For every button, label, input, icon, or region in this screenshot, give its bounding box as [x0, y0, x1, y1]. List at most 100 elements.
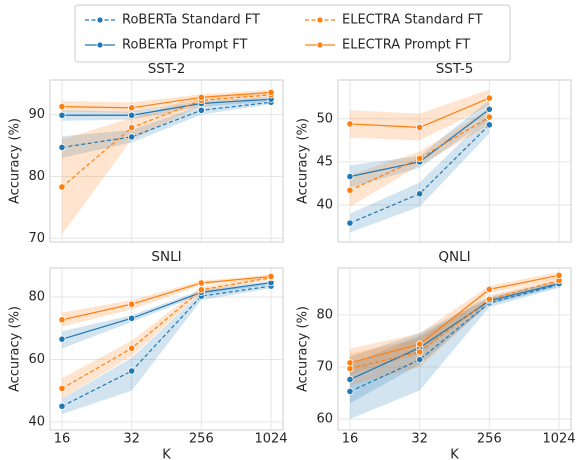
data-point — [416, 123, 424, 131]
data-point — [346, 387, 354, 396]
legend-marker — [96, 41, 104, 49]
y-tick-label: 40 — [28, 414, 45, 429]
series-line — [61, 277, 272, 390]
x-tick-label: 32 — [123, 432, 140, 447]
data-point — [128, 300, 136, 308]
y-axis-label: Accuracy (%) — [296, 306, 311, 392]
x-tick-label: 1024 — [254, 432, 287, 447]
data-point — [485, 121, 493, 129]
x-tick-label: 256 — [189, 432, 214, 447]
data-point — [416, 154, 424, 163]
y-tick-label: 45 — [316, 154, 333, 169]
data-point — [485, 113, 493, 121]
data-point — [485, 285, 493, 293]
x-tick-label: 32 — [411, 432, 428, 447]
data-point — [58, 402, 66, 410]
legend-label: RoBERTa Standard FT — [122, 13, 260, 28]
x-tick-label: 256 — [477, 432, 502, 447]
legend-marker — [316, 41, 324, 49]
data-point — [346, 186, 354, 194]
series-line — [61, 101, 272, 148]
legend-label: ELECTRA Standard FT — [342, 13, 483, 28]
data-point — [485, 295, 493, 303]
plot-frame — [337, 79, 572, 243]
data-point — [555, 271, 563, 279]
data-point — [346, 120, 354, 128]
data-point — [58, 316, 66, 324]
legend-box — [74, 4, 511, 63]
data-point — [346, 375, 354, 384]
data-point — [58, 335, 66, 343]
y-axis-label: Accuracy (%) — [8, 306, 23, 392]
data-point — [58, 183, 66, 191]
data-point — [128, 104, 136, 112]
legend-label: ELECTRA Prompt FT — [342, 38, 470, 53]
data-point — [128, 344, 136, 352]
data-point — [416, 348, 424, 356]
data-point — [128, 367, 136, 375]
legend-marker — [316, 16, 324, 24]
data-point — [58, 384, 66, 393]
data-point — [346, 359, 354, 367]
confidence-band — [350, 281, 559, 420]
y-tick-label: 80 — [28, 169, 45, 184]
y-tick-label: 80 — [28, 290, 45, 305]
x-tick-label: 1024 — [542, 432, 575, 447]
confidence-band — [350, 99, 490, 188]
data-point — [197, 286, 205, 294]
y-tick-label: 90 — [28, 107, 45, 122]
y-tick-label: 40 — [316, 197, 333, 212]
data-point — [485, 105, 493, 113]
data-point — [197, 93, 205, 101]
plot-frame — [337, 267, 572, 431]
plot-frame — [49, 79, 284, 243]
data-point — [267, 272, 275, 281]
data-point — [485, 94, 493, 102]
confidence-band — [350, 89, 490, 141]
data-point — [58, 111, 66, 119]
data-point — [346, 172, 354, 181]
y-tick-label: 50 — [316, 111, 333, 126]
series-line — [61, 285, 272, 407]
series-line — [61, 91, 272, 109]
data-point — [128, 314, 136, 322]
data-point — [416, 340, 424, 348]
panel-title: SST-2 — [148, 61, 186, 77]
data-point — [416, 356, 424, 364]
data-point — [346, 219, 354, 227]
series-line — [349, 274, 560, 364]
legend-label: RoBERTa Prompt FT — [122, 38, 248, 53]
confidence-band — [350, 114, 490, 233]
data-point — [128, 124, 136, 132]
data-point — [128, 111, 136, 119]
series-line — [61, 94, 272, 188]
data-point — [197, 106, 205, 114]
series-line — [349, 283, 560, 381]
series-line — [61, 275, 272, 321]
series-line — [62, 98, 272, 116]
data-point — [197, 279, 205, 287]
series-line — [349, 279, 560, 370]
confidence-band — [350, 280, 559, 404]
data-point — [416, 190, 424, 198]
panel-title: QNLI — [438, 249, 470, 265]
legend: RoBERTa Standard FT RoBERTa Prompt FT ELEC… — [85, 13, 483, 53]
panel-title: SST-5 — [436, 61, 474, 77]
x-tick-label: 16 — [54, 432, 71, 447]
data-point — [58, 102, 66, 111]
y-tick-label: 60 — [316, 412, 333, 427]
confidence-band — [62, 92, 271, 235]
x-tick-label: 16 — [342, 432, 359, 447]
confidence-band — [62, 283, 271, 415]
y-tick-label: 70 — [28, 231, 45, 246]
plot-frame — [49, 267, 284, 431]
legend-marker — [96, 16, 104, 24]
y-axis-label: Accuracy (%) — [8, 118, 23, 204]
data-point — [128, 133, 136, 141]
confidence-band — [350, 277, 559, 386]
y-tick-label: 70 — [316, 359, 333, 374]
series-line — [349, 284, 560, 392]
panel-title: SNLI — [151, 249, 181, 265]
